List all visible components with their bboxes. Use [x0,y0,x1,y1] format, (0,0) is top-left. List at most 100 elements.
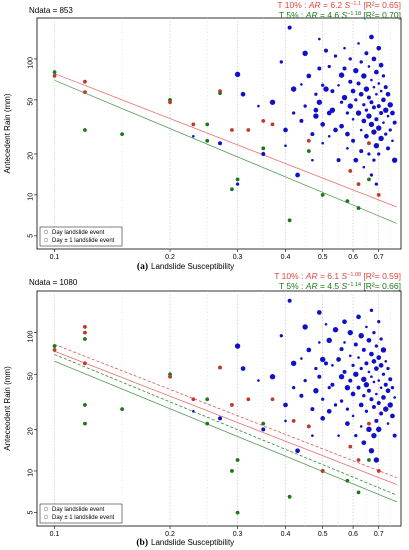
chart-panel-a: 0.1 0.2 0.3 0.4 0.5 0.6 0.7 5 10 20 50 100 Ndata = 8… [3,0,402,272]
data-point [362,394,366,398]
data-point [371,105,376,110]
data-point [235,458,240,462]
data-point [386,114,390,118]
data-point [339,100,344,104]
data-point [381,372,386,376]
data-point [376,192,381,197]
data-point [323,48,328,53]
data-point [356,206,361,210]
ndata-label: Ndata = 853 [29,6,73,15]
data-point [387,102,393,108]
data-point [374,344,379,348]
data-point [356,385,361,390]
data-point [383,382,388,387]
data-point [290,86,297,92]
equation-part-exponent: −1.18 [347,11,361,17]
data-point [390,386,395,390]
equation-part-r2-label: [R²= 0.59] [361,271,401,281]
data-point [321,83,325,87]
x-tick-label: 0.4 [281,254,291,261]
data-point [240,366,246,371]
data-point [345,478,350,483]
equation-part-eq-var: S [341,281,347,291]
data-point [320,469,325,473]
data-point [362,103,366,107]
data-point [381,74,386,78]
data-point [287,25,292,30]
data-point [367,177,371,182]
data-point [313,113,319,119]
data-point [310,132,315,137]
data-point [376,469,381,473]
data-point [369,351,374,357]
data-point [377,320,381,324]
data-point [371,56,377,62]
data-point [366,388,371,393]
data-point [306,424,311,429]
equation-part-eq-var: S [341,271,347,281]
data-point [261,427,266,432]
data-point [376,400,381,405]
threshold-equation-t5: T 5% : AR = 4.6 S−1.18 [R²= 0.70] [279,10,401,20]
x-tick-label: 0.3 [233,531,243,538]
data-point [353,342,358,347]
data-point [218,141,223,146]
data-point [378,363,384,368]
data-point [361,118,367,124]
x-tick-label: 0.2 [165,254,175,261]
data-point [316,310,322,315]
equation-part-eq-lhs: AR [305,281,318,291]
x-tick-label: 0.7 [374,254,384,261]
data-point [300,83,303,86]
data-point [350,88,356,94]
data-point [354,98,358,102]
data-point [342,369,347,374]
data-point [346,147,349,150]
data-point [279,60,283,64]
data-point [333,403,338,407]
data-point [369,397,374,402]
data-point [269,374,276,380]
data-point [376,355,382,360]
equation-part-eq-lhs: AR [308,0,321,10]
data-point [339,399,344,403]
data-point [284,419,287,423]
x-tick-label: 0.1 [50,254,60,261]
data-point [372,158,376,162]
data-point [369,308,374,312]
data-point [369,100,374,105]
data-point [367,65,371,68]
data-point [326,337,332,344]
data-point [366,95,371,100]
data-point [291,419,296,423]
equation-part-eq-prefix: T 10% : [277,0,309,10]
data-point [367,370,371,374]
y-axis-label: Antecedent Rain (mm) [3,93,12,173]
y-axis-label: Anteceodent Rain (mm) [3,366,12,451]
data-point [358,91,364,97]
data-point [284,144,287,148]
data-point [378,62,384,68]
data-point [370,78,373,82]
data-point [368,121,375,128]
y-tick-label: 5 [28,511,35,515]
data-point [316,99,323,105]
panel-letter: (a) [137,261,148,272]
data-point [384,132,388,136]
data-point [83,337,87,341]
data-point [218,89,222,93]
data-point [356,182,361,187]
data-point [339,123,344,129]
x-tick-label: 0.2 [165,531,175,538]
data-point [390,110,395,116]
data-point [392,433,397,438]
data-point [348,378,353,383]
data-point [192,409,195,413]
legend-entry: Day ± 1 landslide event [52,238,115,244]
data-point [374,69,379,75]
data-point [234,71,241,78]
data-point [361,347,366,352]
data-point [383,85,388,90]
data-point [359,366,363,371]
